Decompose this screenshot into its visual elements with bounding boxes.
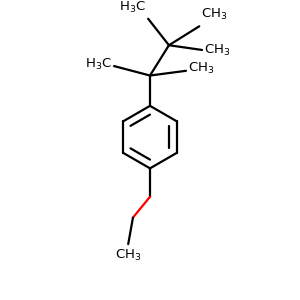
Text: $\mathsf{H_3C}$: $\mathsf{H_3C}$ — [85, 57, 112, 72]
Text: $\mathsf{CH_3}$: $\mathsf{CH_3}$ — [115, 248, 141, 263]
Text: $\mathsf{CH_3}$: $\mathsf{CH_3}$ — [188, 61, 214, 76]
Text: $\mathsf{H_3C}$: $\mathsf{H_3C}$ — [119, 0, 146, 15]
Text: $\mathsf{CH_3}$: $\mathsf{CH_3}$ — [204, 42, 230, 58]
Text: $\mathsf{CH_3}$: $\mathsf{CH_3}$ — [201, 8, 228, 22]
